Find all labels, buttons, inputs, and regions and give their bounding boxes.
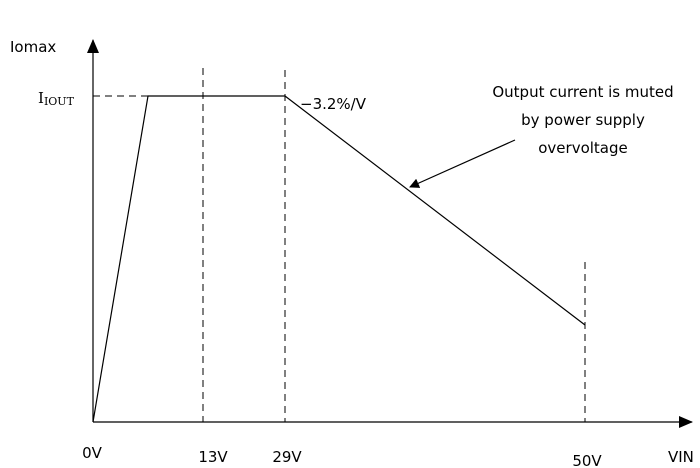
annotation-line: overvoltage (538, 139, 628, 157)
level-label: IIOUT (38, 89, 75, 108)
x-label: 0V (82, 444, 103, 462)
curve (92, 95, 586, 423)
annotation-line: Output current is muted (492, 83, 673, 101)
x-axis-label: VIN (668, 448, 694, 466)
x-label: 13V (198, 448, 228, 466)
annotation-line: by power supply (521, 111, 645, 129)
slope-label: −3.2%/V (300, 95, 367, 113)
y-axis-label: Iomax (10, 38, 56, 56)
x-label: 50V (572, 452, 602, 468)
annotation-arrow (409, 139, 516, 188)
x-label: 29V (272, 448, 302, 466)
